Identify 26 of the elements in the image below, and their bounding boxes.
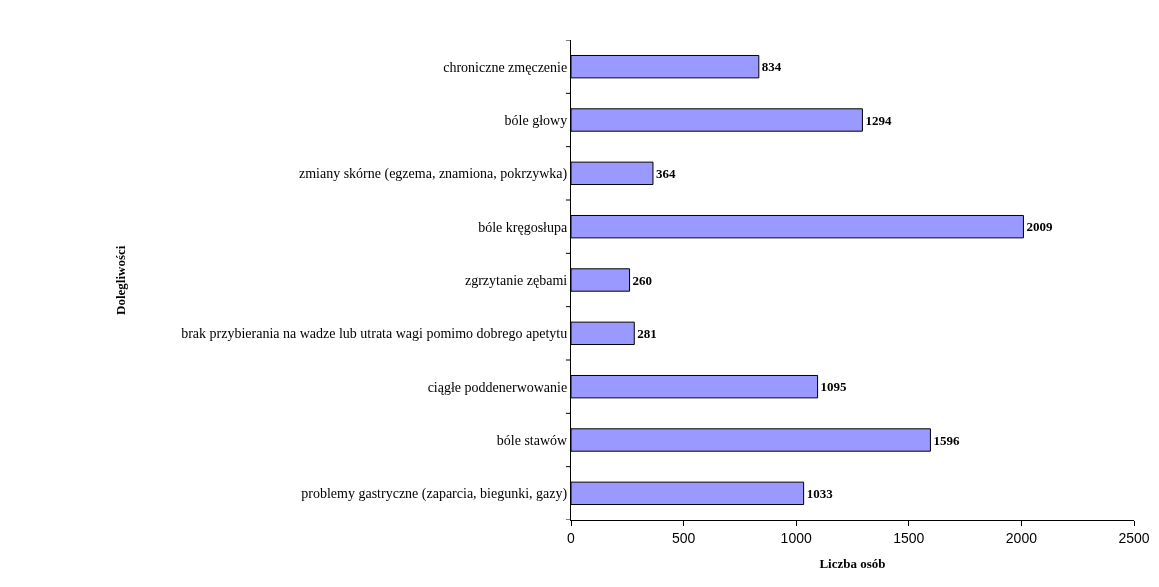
y-tick-label: problemy gastryczne (zaparcia, biegunki, gazy) [301,486,568,503]
x-tick-label: 2500 [1118,529,1150,546]
y-axis-title: Dolegliwości [113,245,128,315]
x-axis-title: Liczba osób [819,556,886,572]
data-label: 1596 [933,432,960,448]
data-label: 1033 [806,485,834,501]
y-tick-label: ciągłe poddenerwowanie [427,379,568,395]
data-label: 2009 [1026,219,1053,235]
y-tick-label: bóle kręgosłupa [478,219,568,235]
data-label: 834 [761,59,782,75]
y-tick-label: bóle głowy [504,112,568,128]
data-label: 281 [637,325,657,341]
x-tick-label: 2000 [1005,529,1038,546]
y-tick-label: zmiany skórne (egzema, znamiona, pokrzywka) [298,166,568,183]
data-label: 364 [655,165,676,181]
y-tick-label: bóle stawów [496,432,569,448]
data-label: 1095 [820,379,848,395]
x-tick-label: 1500 [893,529,925,546]
x-tick-label: 0 [567,529,576,546]
data-label: 260 [632,272,653,288]
y-tick-label: chroniczne zmęczenie [443,59,568,75]
y-tick-label: zgrzytanie zębami [464,272,568,288]
y-tick-label: brak przybierania na wadze lub utrata wagi pomimo dobrego apetytu [181,326,568,342]
x-tick-label: 500 [671,529,696,546]
x-tick-label: 1000 [780,529,812,546]
data-label: 1294 [865,112,892,128]
